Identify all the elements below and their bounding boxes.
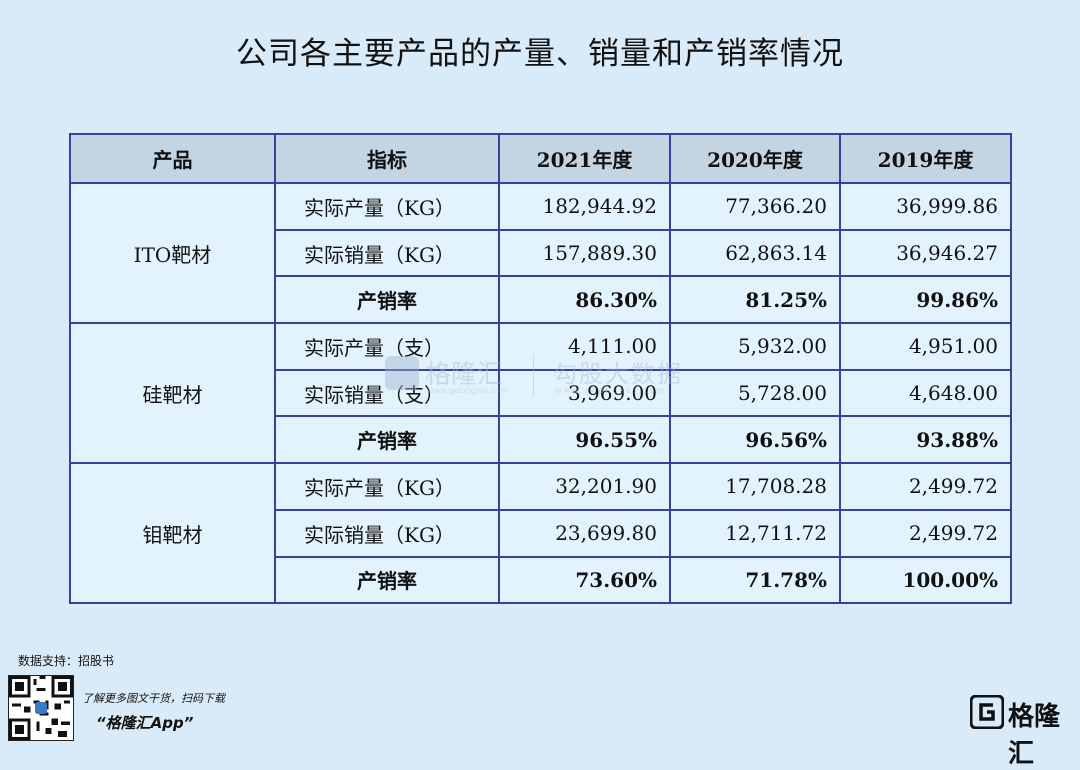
value-cell: 2,499.72: [839, 508, 1012, 558]
table-row: 实际销量（KG） 23,699.80 12,711.72 2,499.72: [70, 508, 1012, 558]
value-cell: 100.00%: [839, 555, 1012, 605]
value-cell: 5,932.00: [669, 322, 841, 371]
value-cell: 182,944.92: [498, 182, 671, 231]
value-cell: 73.60%: [498, 555, 671, 605]
qr-code-icon: [8, 675, 74, 741]
column-header: 2019年度: [839, 133, 1012, 184]
data-source-note: 数据支持：招股书: [18, 654, 115, 668]
brand-g-icon: [970, 695, 1004, 729]
metric-cell: 实际产量（KG）: [274, 462, 500, 511]
app-name: “格隆汇App”: [96, 714, 194, 732]
metric-cell: 产销率: [274, 555, 500, 605]
page-title: 公司各主要产品的产量、销量和产销率情况: [236, 36, 844, 72]
value-cell: 5,728.00: [669, 368, 841, 418]
value-cell: 71.78%: [669, 555, 841, 605]
metric-cell: 产销率: [274, 275, 500, 325]
value-cell: 36,999.86: [839, 182, 1012, 231]
value-cell: 4,648.00: [839, 368, 1012, 418]
metric-cell: 实际销量（KG）: [274, 508, 500, 558]
value-cell: 12,711.72: [669, 508, 841, 558]
value-cell: 96.55%: [498, 415, 671, 465]
value-cell: 4,111.00: [498, 322, 671, 371]
brand-name: 格隆汇: [1008, 702, 1061, 769]
metric-cell: 实际销量（KG）: [274, 228, 500, 278]
value-cell: 81.25%: [669, 275, 841, 325]
metric-cell: 实际销量（支）: [274, 368, 500, 418]
value-cell: 62,863.14: [669, 228, 841, 278]
value-cell: 4,951.00: [839, 322, 1012, 371]
metric-cell: 产销率: [274, 415, 500, 465]
value-cell: 23,699.80: [498, 508, 671, 558]
table-row: 钼靶材 实际产量（KG） 32,201.90 17,708.28 2,499.7…: [69, 462, 1012, 605]
promo-text: 了解更多图文干货，扫码下载: [82, 692, 225, 705]
metric-cell: 实际产量（支）: [274, 322, 500, 371]
value-cell: 77,366.20: [669, 182, 841, 231]
metric-cell: 实际产量（KG）: [274, 182, 500, 231]
value-cell: 2,499.72: [839, 462, 1012, 511]
table-header-row: 产品 指标 2021年度 2020年度 2019年度: [69, 133, 1012, 184]
value-cell: 3,969.00: [498, 368, 671, 418]
table-row: 产销率 73.60% 71.78% 100.00%: [70, 555, 1012, 605]
value-cell: 99.86%: [839, 275, 1012, 325]
column-header: 2021年度: [498, 133, 671, 184]
table-row: ITO靶材 实际产量（KG） 182,944.92 77,366.20 36,9…: [69, 181, 1012, 325]
value-cell: 96.56%: [669, 415, 841, 465]
value-cell: 36,946.27: [839, 228, 1012, 278]
product-cell: 钼靶材: [69, 462, 276, 605]
value-cell: 32,201.90: [498, 462, 671, 511]
column-header: 2020年度: [669, 133, 841, 184]
value-cell: 86.30%: [498, 275, 671, 325]
column-header: 产品: [69, 133, 276, 184]
value-cell: 93.88%: [839, 415, 1012, 465]
value-cell: 157,889.30: [498, 228, 671, 278]
production-sales-table: 产品 指标 2021年度 2020年度 2019年度 ITO靶材 实际产量（KG…: [69, 133, 1012, 605]
product-cell: ITO靶材: [69, 181, 276, 325]
brand-logo: 格隆汇: [970, 695, 1070, 769]
value-cell: 17,708.28: [669, 462, 841, 511]
table-row: 实际销量（KG） 157,889.30 62,863.14 36,946.27: [70, 228, 1012, 278]
table-row: 产销率 96.55% 96.56% 93.88%: [70, 415, 1012, 465]
column-header: 指标: [274, 133, 500, 184]
table-row: 产销率 86.30% 81.25% 99.86%: [70, 275, 1012, 325]
product-cell: 硅靶材: [69, 322, 276, 465]
table-row: 硅靶材 实际产量（支） 4,111.00 5,932.00 4,951.00: [69, 322, 1012, 465]
table-row: 实际销量（支） 3,969.00 5,728.00 4,648.00: [70, 368, 1012, 418]
